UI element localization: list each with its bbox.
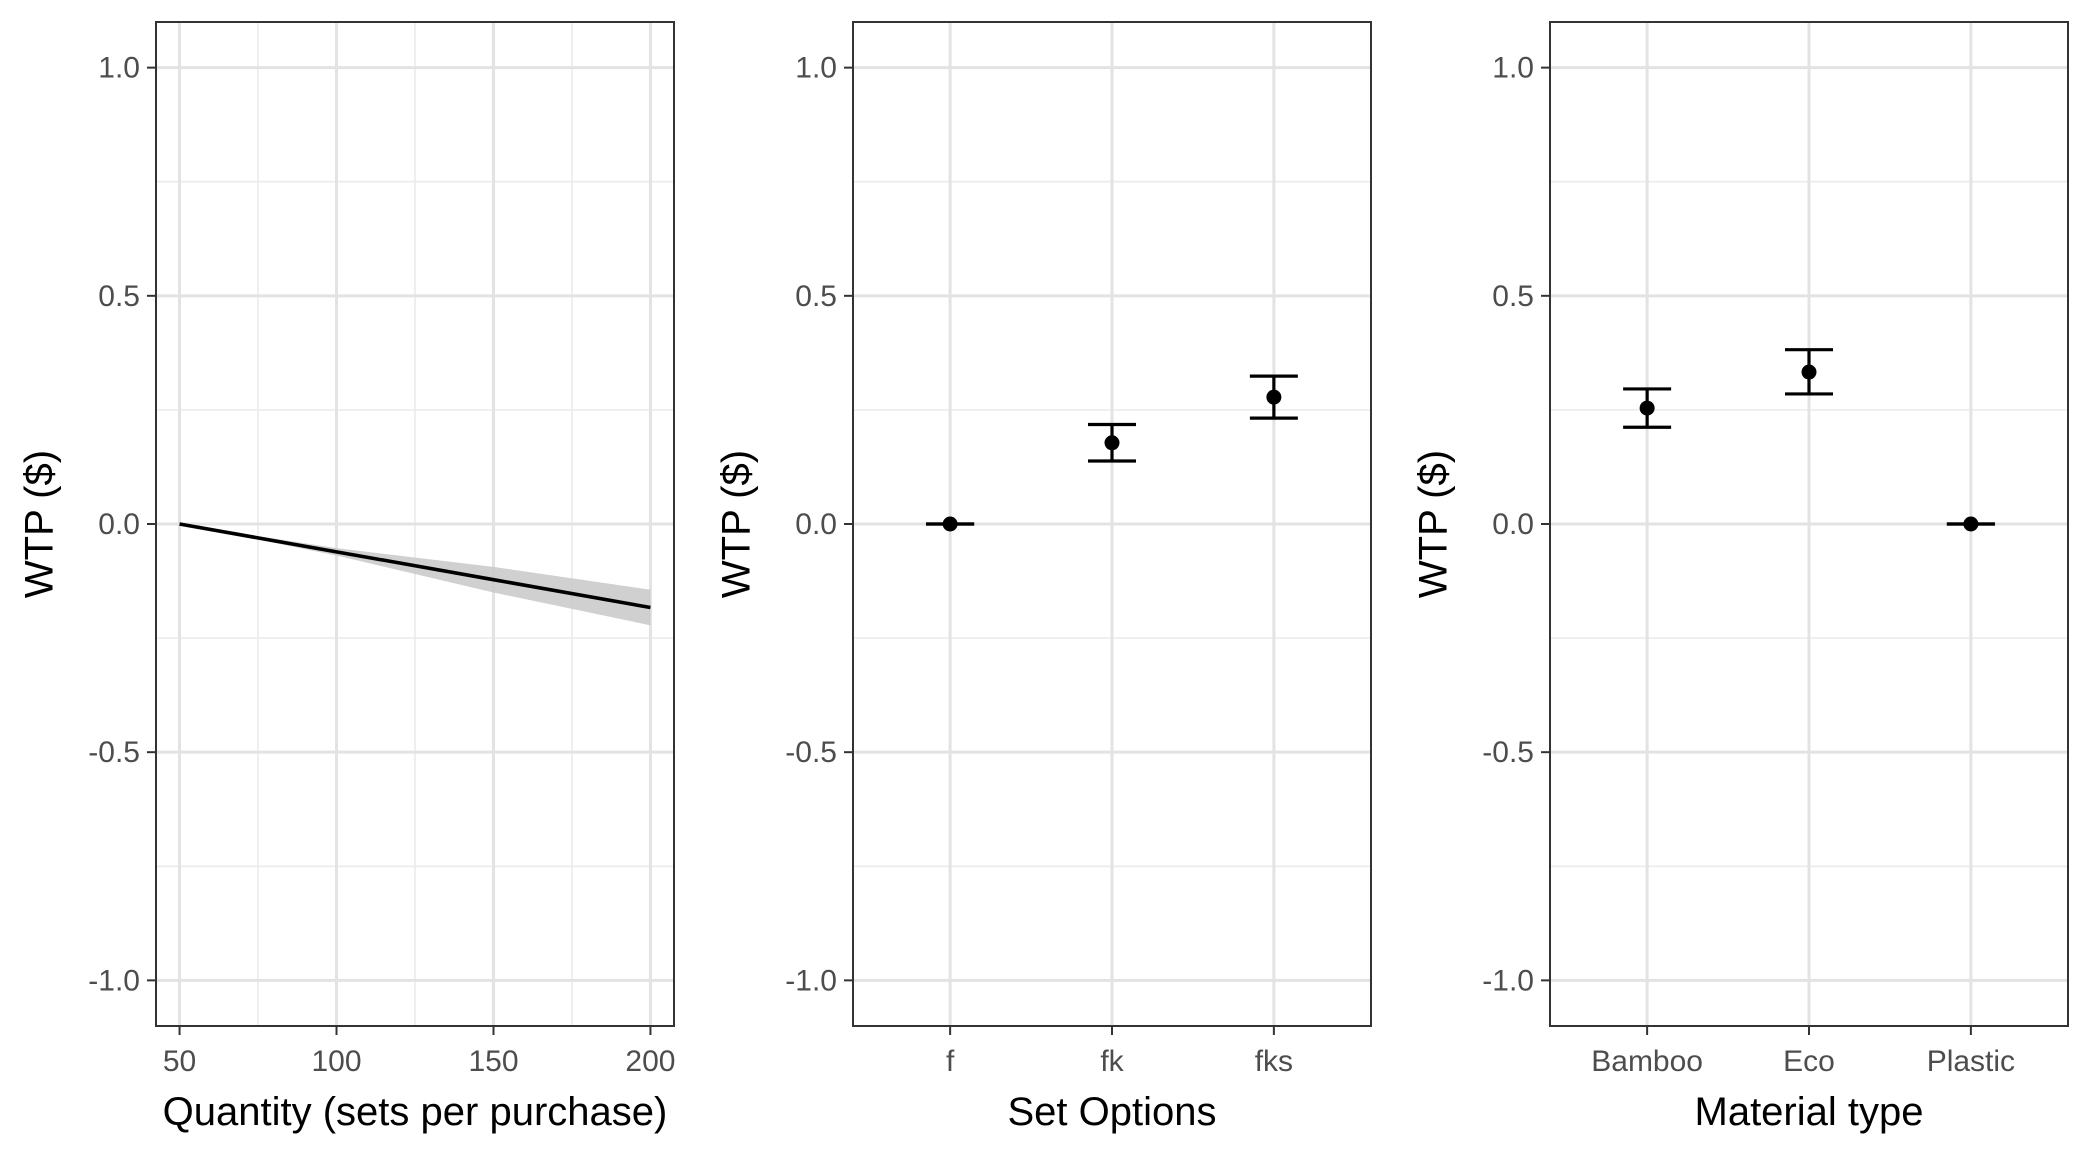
y-tick-label: -1.0 [785, 964, 837, 997]
x-axis-title: Quantity (sets per purchase) [163, 1090, 668, 1134]
x-tick-label: 150 [468, 1045, 518, 1078]
y-tick-label: 0.0 [98, 508, 140, 541]
y-tick-label: 1.0 [1492, 52, 1534, 85]
x-tick-label: f [946, 1045, 955, 1078]
data-point-fk [1104, 435, 1120, 451]
y-tick-label: 0.0 [1492, 508, 1534, 541]
trend-line [179, 522, 651, 610]
x-tick-label: 50 [163, 1045, 196, 1078]
x-tick-label: Bamboo [1591, 1045, 1703, 1078]
data-point-plastic [1963, 516, 1979, 532]
y-tick-label: -0.5 [88, 736, 140, 769]
panel-1: -1.0 -0.5 0.0 0.5 1.0 50 100 150 200 Quantity (se… [18, 21, 675, 1134]
y-tick-label: 0.5 [795, 280, 837, 313]
y-tick-label: 0.5 [98, 280, 140, 313]
y-tick-label: -1.0 [88, 964, 140, 997]
x-tick-label: Plastic [1927, 1045, 2015, 1078]
y-tick-label: -1.0 [1482, 964, 1534, 997]
panel-3: -1.0 -0.5 0.0 0.5 1.0 Bamboo Eco PlasticMateria… [1412, 21, 2069, 1134]
confidence-band [179, 524, 651, 626]
y-axis-title: WTP ($) [1412, 450, 1456, 598]
data-point-eco [1801, 364, 1817, 380]
x-axis-title: Set Options [1007, 1090, 1216, 1134]
data-point-fks [1266, 389, 1282, 405]
y-tick-label: 1.0 [98, 52, 140, 85]
y-axis-title: WTP ($) [18, 450, 62, 598]
x-tick-label: fk [1100, 1045, 1124, 1078]
x-tick-label: fks [1255, 1045, 1293, 1078]
y-tick-label: -0.5 [1482, 736, 1534, 769]
x-axis-title: Material type [1695, 1090, 1924, 1134]
x-tick-label: 200 [625, 1045, 675, 1078]
y-tick-label: -0.5 [785, 736, 837, 769]
y-tick-label: 0.0 [795, 508, 837, 541]
panel-2: -1.0 -0.5 0.0 0.5 1.0 f fk fks Set Options WTP ($… [715, 21, 1372, 1134]
y-tick-label: 1.0 [795, 52, 837, 85]
data-point-bamboo [1639, 400, 1655, 416]
x-tick-label: 100 [311, 1045, 361, 1078]
y-tick-label: 0.5 [1492, 280, 1534, 313]
y-axis-title: WTP ($) [715, 450, 759, 598]
x-tick-label: Eco [1783, 1045, 1835, 1078]
data-point-f [942, 516, 958, 532]
